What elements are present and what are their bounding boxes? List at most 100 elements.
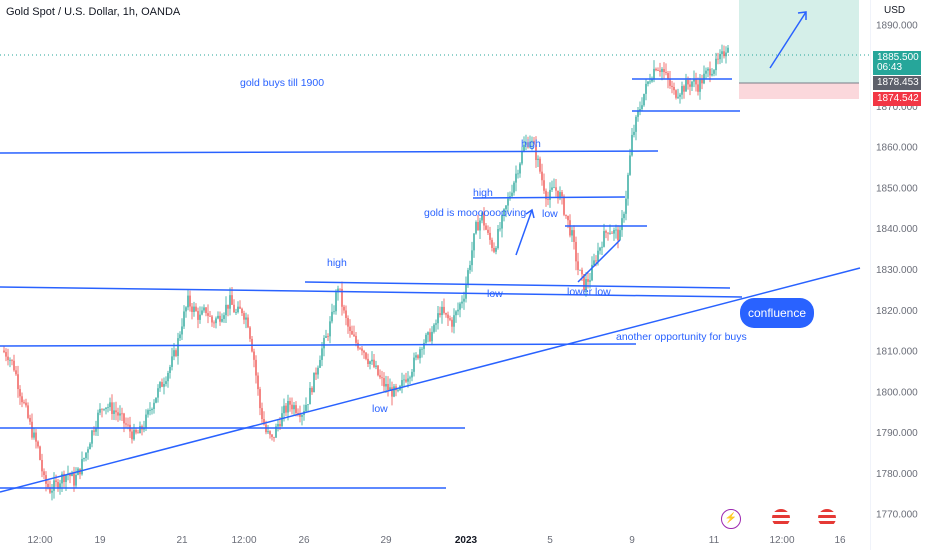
candle-body bbox=[383, 378, 385, 387]
candle-body bbox=[507, 198, 509, 206]
confluence-callout[interactable]: confluence bbox=[740, 298, 814, 328]
entry-price-value: 1878.453 bbox=[877, 77, 919, 88]
candle-body bbox=[159, 382, 161, 389]
candle-body bbox=[661, 68, 663, 72]
candle-body bbox=[95, 427, 97, 432]
candle-body bbox=[687, 79, 689, 85]
us-flag-icon[interactable] bbox=[818, 509, 836, 527]
countdown-label: 06:43 bbox=[873, 61, 921, 75]
candle-body bbox=[209, 315, 211, 317]
candle-body bbox=[665, 72, 667, 74]
candle-body bbox=[647, 81, 649, 84]
drawings[interactable] bbox=[0, 78, 861, 493]
candle-body bbox=[567, 215, 569, 221]
candle-body bbox=[595, 260, 597, 262]
candle-body bbox=[31, 421, 33, 438]
candle-body bbox=[351, 330, 353, 335]
candle-body bbox=[167, 372, 169, 382]
y-tick-label: 1810.000 bbox=[876, 347, 918, 358]
candle-body bbox=[263, 419, 265, 425]
candle-body bbox=[9, 359, 11, 361]
candle-body bbox=[533, 140, 535, 145]
candle-body bbox=[97, 412, 99, 428]
candle-body bbox=[49, 487, 51, 493]
candle-body bbox=[491, 239, 493, 248]
candle-body bbox=[91, 430, 93, 444]
currency-label: USD bbox=[884, 5, 906, 16]
candle-body bbox=[21, 396, 23, 403]
candle-body bbox=[701, 78, 703, 84]
candle-body bbox=[575, 241, 577, 262]
candle-body bbox=[219, 315, 221, 322]
x-tick-label: 26 bbox=[298, 535, 310, 546]
candle-body bbox=[413, 357, 415, 372]
candle-body bbox=[195, 306, 197, 312]
candle-body bbox=[35, 432, 37, 442]
candle-body bbox=[451, 319, 453, 327]
entry-price-label: 1878.453 bbox=[873, 76, 921, 90]
candle-body bbox=[343, 306, 345, 311]
candle-body bbox=[261, 408, 263, 420]
candle-body bbox=[671, 85, 673, 87]
candle-body bbox=[295, 405, 297, 413]
candle-body bbox=[267, 431, 269, 433]
candle-body bbox=[587, 279, 589, 282]
candle-body bbox=[289, 400, 291, 405]
candle-body bbox=[373, 359, 375, 367]
candle-body bbox=[475, 222, 477, 234]
candle-body bbox=[635, 116, 637, 132]
candle-body bbox=[667, 73, 669, 80]
candle-body bbox=[361, 348, 363, 351]
stop-zone[interactable] bbox=[739, 83, 859, 99]
candle-body bbox=[317, 367, 319, 375]
candle-body bbox=[571, 230, 573, 236]
candle-body bbox=[43, 471, 45, 476]
price-axis-border bbox=[870, 0, 871, 550]
candle-body bbox=[581, 269, 583, 275]
candle-body bbox=[17, 374, 19, 390]
trendline bbox=[0, 267, 861, 493]
candle-body bbox=[493, 247, 495, 252]
candle-body bbox=[103, 409, 105, 410]
candle-body bbox=[181, 326, 183, 335]
target-zone[interactable] bbox=[739, 0, 859, 83]
candle-body bbox=[455, 311, 457, 316]
candle-body bbox=[529, 141, 531, 148]
candle-body bbox=[369, 361, 371, 365]
candle-body bbox=[325, 336, 327, 338]
candle-body bbox=[229, 295, 231, 309]
candle-body bbox=[691, 81, 693, 87]
candle-body bbox=[25, 402, 27, 406]
candle-body bbox=[309, 387, 311, 405]
candle-body bbox=[111, 402, 113, 414]
candle-body bbox=[339, 288, 341, 290]
us-flag-icon[interactable] bbox=[772, 509, 790, 527]
candle-body bbox=[337, 288, 339, 293]
candle-body bbox=[371, 359, 373, 362]
candle-body bbox=[189, 295, 191, 307]
candle-body bbox=[119, 413, 121, 416]
candle-body bbox=[699, 78, 701, 92]
candle-body bbox=[279, 424, 281, 427]
candle-body bbox=[547, 199, 549, 200]
candle-body bbox=[287, 400, 289, 413]
candle-body bbox=[719, 54, 721, 60]
lightning-icon[interactable]: ⚡ bbox=[721, 509, 741, 529]
candle-body bbox=[479, 220, 481, 231]
candle-body bbox=[305, 404, 307, 412]
candle-body bbox=[543, 180, 545, 191]
x-tick-label: 12:00 bbox=[231, 535, 256, 546]
annotation-high-3: high bbox=[327, 257, 347, 269]
x-tick-label: 2023 bbox=[455, 535, 478, 546]
candle-body bbox=[207, 313, 209, 316]
x-axis-ticks: 12:00 19 21 12:00 26 29 2023 5 9 11 12:00 16 bbox=[27, 535, 846, 546]
candle-body bbox=[23, 402, 25, 403]
candle-body bbox=[531, 140, 533, 142]
candle-body bbox=[549, 189, 551, 200]
y-tick-label: 1820.000 bbox=[876, 306, 918, 317]
candle-body bbox=[245, 317, 247, 320]
candle-body bbox=[347, 317, 349, 327]
candle-body bbox=[727, 47, 729, 53]
candle-body bbox=[697, 84, 699, 92]
